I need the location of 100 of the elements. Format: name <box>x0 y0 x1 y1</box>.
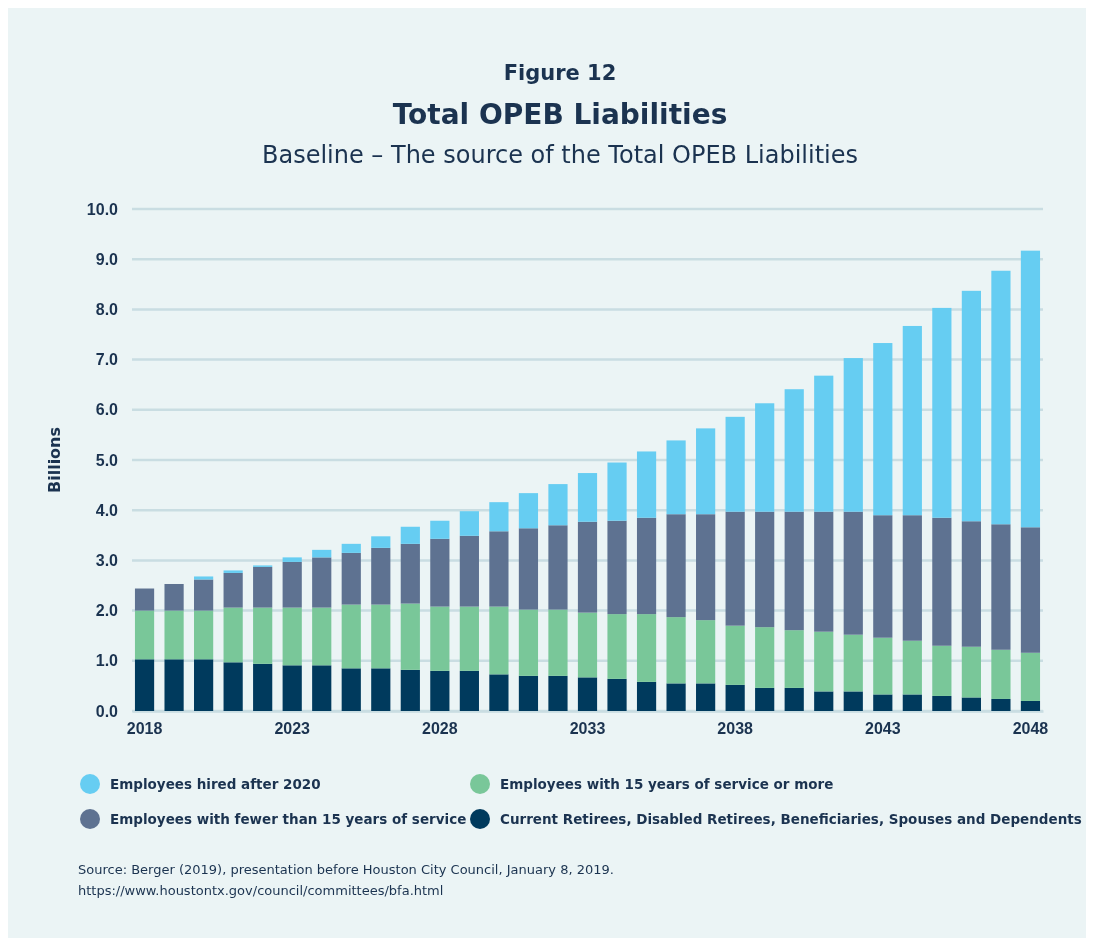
bar <box>1020 652 1041 701</box>
bar <box>223 662 243 711</box>
x-tick-label: 2038 <box>717 720 754 738</box>
bar <box>548 675 568 711</box>
bar <box>400 603 420 670</box>
y-axis-title: Billions <box>45 426 64 494</box>
bar <box>134 588 155 611</box>
x-tick-label: 2018 <box>126 720 163 738</box>
bar <box>371 668 391 711</box>
bar <box>873 694 893 711</box>
bar <box>666 683 686 711</box>
bar <box>459 670 479 711</box>
bar <box>991 698 1011 711</box>
bar <box>341 604 361 669</box>
bar <box>312 607 332 666</box>
bar <box>755 511 775 628</box>
bar <box>282 665 302 711</box>
bar <box>902 694 922 711</box>
bar <box>755 687 775 711</box>
legend-label: Employees with fewer than 15 years of service <box>110 811 467 827</box>
bar <box>341 543 361 553</box>
bar <box>282 607 302 666</box>
bar <box>253 566 273 608</box>
y-tick-label: 4.0 <box>95 501 119 519</box>
y-tick-label: 6.0 <box>95 401 119 419</box>
bar <box>371 536 391 548</box>
bar <box>725 684 745 711</box>
bar <box>371 547 391 605</box>
y-tick-label: 10.0 <box>86 200 119 218</box>
bar <box>932 307 952 518</box>
bar <box>843 511 863 635</box>
y-tick-label: 8.0 <box>95 301 119 319</box>
bar <box>577 473 598 522</box>
bar <box>666 514 686 618</box>
bar <box>312 549 332 558</box>
bar <box>725 625 745 685</box>
bar <box>194 659 214 711</box>
bar <box>636 451 657 518</box>
y-tick-label: 0.0 <box>95 702 119 720</box>
y-tick-label: 2.0 <box>95 602 119 620</box>
bar <box>991 524 1011 650</box>
bar <box>902 515 922 641</box>
y-tick-label: 1.0 <box>95 652 119 670</box>
bar <box>784 389 804 512</box>
bar <box>607 520 627 615</box>
bar <box>725 416 745 512</box>
bar <box>902 640 922 695</box>
bar <box>489 606 509 675</box>
bar <box>518 493 539 529</box>
x-tick-label: 2033 <box>569 720 606 738</box>
bar <box>459 535 479 607</box>
bar <box>194 576 214 580</box>
bar <box>1020 250 1041 528</box>
bar <box>666 440 686 515</box>
bar <box>843 634 863 692</box>
bar <box>134 610 155 660</box>
bar <box>961 697 981 711</box>
bar <box>459 606 479 671</box>
bar <box>961 521 981 647</box>
bar <box>607 678 627 711</box>
bar <box>164 583 184 611</box>
bar <box>636 614 657 682</box>
bar <box>489 531 509 607</box>
bar <box>577 521 598 613</box>
bar <box>784 630 804 688</box>
bar <box>932 517 952 646</box>
bar <box>430 538 450 607</box>
bar <box>400 543 420 604</box>
bar <box>696 620 716 684</box>
bar <box>902 325 922 516</box>
bar <box>430 670 450 711</box>
bar <box>666 617 686 684</box>
bar <box>636 517 657 615</box>
bar <box>814 691 834 711</box>
bar <box>341 668 361 711</box>
bar <box>400 526 420 544</box>
caption: Figure 12 <box>503 61 617 85</box>
bar <box>312 665 332 711</box>
bar <box>843 691 863 711</box>
bar <box>932 695 952 711</box>
bar <box>784 511 804 631</box>
bar <box>577 677 598 711</box>
bar <box>696 514 716 621</box>
bar <box>696 428 716 515</box>
bar <box>223 572 243 608</box>
y-tick-label: 5.0 <box>95 451 119 469</box>
bar <box>430 606 450 671</box>
bar <box>459 511 479 536</box>
text: https://www.houstontx.gov/council/committees/bfa.html <box>78 883 444 898</box>
y-tick-label: 7.0 <box>95 351 119 369</box>
bar <box>814 511 834 632</box>
bar <box>814 631 834 692</box>
bar <box>843 358 863 512</box>
bar <box>873 515 893 638</box>
bar <box>371 604 391 669</box>
bar <box>932 645 952 696</box>
chart-subtitle: Baseline – The source of the Total OPEB Liabilities <box>261 141 859 169</box>
bar <box>223 607 243 663</box>
bar <box>755 627 775 688</box>
y-tick-label: 3.0 <box>95 552 119 570</box>
